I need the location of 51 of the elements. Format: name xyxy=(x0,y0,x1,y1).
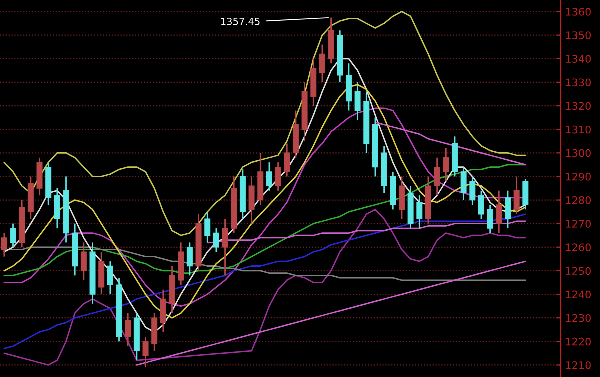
candlestick xyxy=(284,143,290,178)
candlestick xyxy=(487,204,494,234)
line-series xyxy=(4,164,526,276)
y-tick-label: 1220 xyxy=(566,338,591,346)
candlestick xyxy=(142,336,149,368)
candlestick xyxy=(443,148,450,182)
y-tick-label: 1230 xyxy=(566,314,591,322)
y-tick-label: 1320 xyxy=(566,102,591,110)
candlestick xyxy=(222,218,228,276)
candlestick xyxy=(434,157,440,196)
line-series xyxy=(136,260,526,366)
y-tick-label: 1360 xyxy=(566,8,591,16)
y-tick-label: 1300 xyxy=(566,149,591,158)
candlestick xyxy=(496,190,502,234)
candlestick xyxy=(160,289,166,333)
candlestick xyxy=(54,188,60,230)
candlestick xyxy=(125,312,132,348)
line-series xyxy=(374,122,526,166)
candlestick xyxy=(107,260,114,296)
line-series xyxy=(4,11,526,236)
candlestick xyxy=(186,242,193,276)
y-tick-label: 1260 xyxy=(566,244,591,252)
candlestick xyxy=(266,162,272,192)
candlestick xyxy=(504,190,511,230)
y-tick-label: 1350 xyxy=(566,32,591,40)
y-tick-label: 1210 xyxy=(566,361,591,370)
candlestick xyxy=(416,194,423,230)
candlestick xyxy=(470,176,476,206)
candlestick xyxy=(478,190,484,220)
candlestick xyxy=(80,242,87,282)
candlestick xyxy=(10,223,16,248)
y-tick-label: 1250 xyxy=(566,267,591,276)
y-tick-label: 1270 xyxy=(566,220,591,228)
y-tick-label: 1340 xyxy=(566,55,591,64)
y-tick-label: 1280 xyxy=(566,196,591,204)
y-tick-label: 1330 xyxy=(566,78,591,87)
y-tick-label: 1310 xyxy=(566,126,591,134)
candlestick xyxy=(522,178,529,210)
candlestick xyxy=(398,176,405,220)
y-tick-label: 1240 xyxy=(566,290,591,299)
candlestick xyxy=(514,176,520,216)
candlestick xyxy=(460,166,467,201)
candlestick xyxy=(213,228,220,253)
candlestick xyxy=(319,44,326,84)
candlestick xyxy=(354,82,361,121)
candlestick xyxy=(1,232,8,258)
annotation: 1357.45 xyxy=(221,18,260,26)
candlestick xyxy=(204,211,211,244)
y-tick-label: 1290 xyxy=(566,172,591,181)
candlestick xyxy=(275,162,282,192)
candlestick xyxy=(248,176,255,225)
